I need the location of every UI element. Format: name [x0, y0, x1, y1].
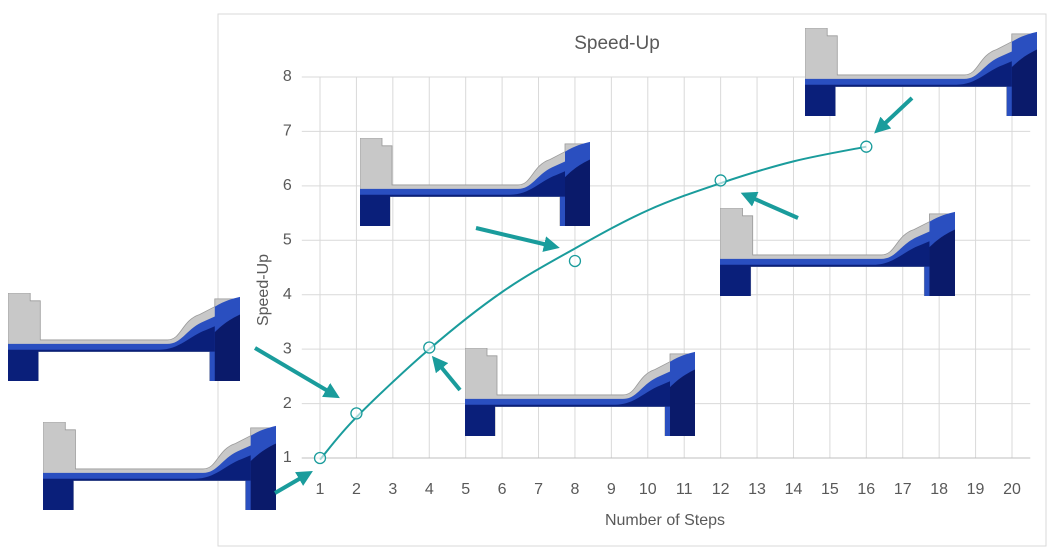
data-point: [423, 341, 436, 354]
x-tick-label: 4: [425, 481, 434, 498]
arrow: [874, 96, 914, 134]
y-tick-label: 5: [283, 232, 292, 249]
arrow: [273, 470, 313, 495]
trend-line: [319, 145, 867, 461]
x-tick-label: 14: [785, 481, 803, 498]
x-tick-label: 17: [894, 481, 912, 498]
chart-title: Speed-Up: [574, 33, 660, 54]
x-tick-label: 7: [534, 481, 543, 498]
x-tick-label: 8: [570, 481, 579, 498]
x-tick-label: 20: [1003, 481, 1021, 498]
data-point: [860, 140, 873, 153]
y-axis-title: Speed-Up: [255, 254, 272, 326]
x-tick-label: 12: [712, 481, 730, 498]
arrow: [475, 226, 560, 252]
y-tick-label: 3: [283, 340, 292, 357]
x-tick-label: 19: [967, 481, 985, 498]
chart-frame: [217, 13, 1047, 547]
x-tick-label: 5: [461, 481, 470, 498]
y-tick-label: 1: [283, 449, 292, 466]
y-tick-label: 6: [283, 177, 292, 194]
arrow: [253, 346, 340, 399]
y-tick-label: 8: [283, 68, 292, 85]
x-tick-label: 11: [676, 481, 693, 498]
arrows: [253, 96, 914, 495]
x-tick-label: 18: [930, 481, 948, 498]
x-tick-label: 3: [388, 481, 397, 498]
x-tick-label: 1: [316, 481, 325, 498]
data-point: [714, 174, 727, 187]
y-tick-label: 4: [283, 286, 292, 303]
plot: [313, 140, 873, 465]
x-tick-label: 9: [607, 481, 616, 498]
y-tick-label: 7: [283, 123, 292, 140]
inset-image: [8, 293, 240, 381]
x-tick-label: 15: [821, 481, 839, 498]
x-tick-label: 16: [857, 481, 875, 498]
arrow: [431, 355, 462, 392]
x-tick-label: 13: [748, 481, 766, 498]
data-point: [313, 451, 327, 465]
x-tick-label: 10: [639, 481, 657, 498]
x-tick-label: 2: [352, 481, 361, 498]
x-tick-label: 6: [498, 481, 507, 498]
arrow: [740, 191, 799, 220]
data-point: [350, 407, 363, 420]
x-axis-title: Number of Steps: [605, 512, 725, 529]
data-point: [568, 254, 582, 268]
y-tick-label: 2: [283, 395, 292, 412]
